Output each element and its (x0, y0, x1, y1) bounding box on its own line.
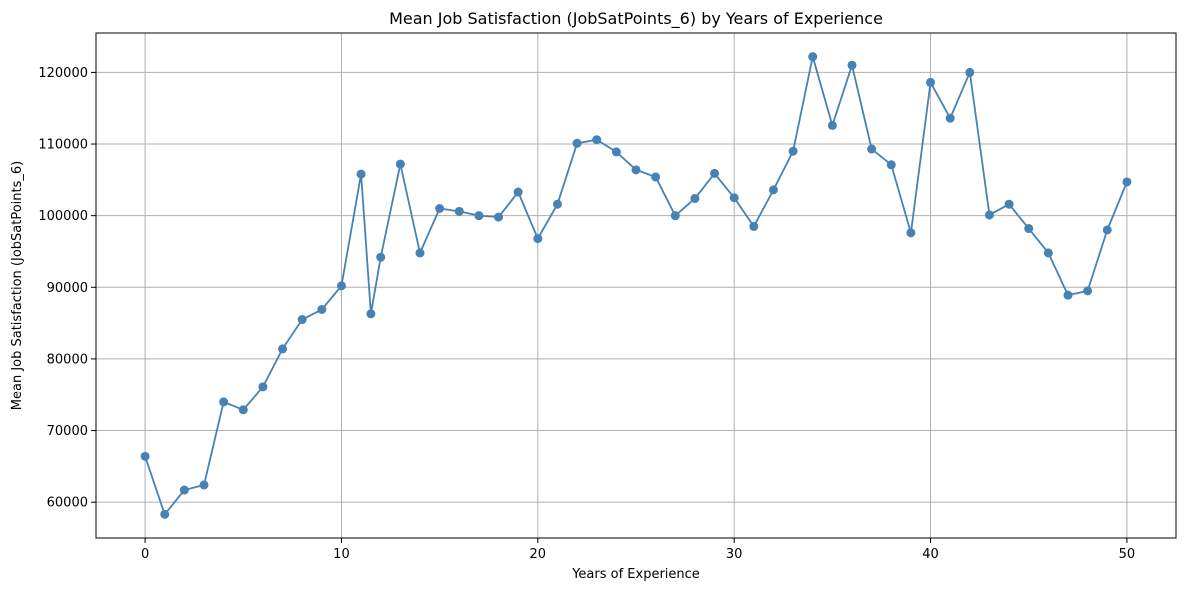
chart-title: Mean Job Satisfaction (JobSatPoints_6) b… (389, 9, 883, 29)
data-point (199, 480, 209, 490)
data-point (926, 77, 936, 87)
data-point (710, 168, 720, 178)
data-point (415, 248, 425, 258)
data-point (867, 144, 877, 154)
data-point (847, 60, 857, 70)
data-point (258, 382, 268, 392)
y-tick-label: 80000 (47, 352, 88, 367)
data-point (1122, 177, 1132, 187)
data-point (454, 206, 464, 216)
data-point (395, 159, 405, 169)
data-point (494, 212, 504, 222)
x-tick-label: 30 (726, 547, 743, 562)
data-point (297, 315, 307, 325)
y-tick-label: 90000 (47, 281, 88, 296)
data-point (768, 185, 778, 195)
data-point (474, 211, 484, 221)
data-point (1063, 290, 1073, 300)
x-tick-label: 0 (141, 547, 149, 562)
y-tick-label: 60000 (47, 496, 88, 511)
data-point (945, 113, 955, 123)
data-point (670, 211, 680, 221)
data-point (552, 199, 562, 209)
data-point (827, 120, 837, 130)
data-point (1043, 248, 1053, 258)
data-point (749, 221, 759, 231)
y-tick-label: 100000 (38, 209, 88, 224)
data-point (317, 304, 327, 314)
data-point (788, 146, 798, 156)
data-point (336, 281, 346, 291)
data-point (366, 309, 376, 319)
data-point (1102, 225, 1112, 235)
data-point (984, 210, 994, 220)
y-tick-label: 110000 (38, 138, 88, 153)
data-point (906, 228, 916, 238)
data-point (219, 397, 229, 407)
x-tick-label: 50 (1119, 547, 1136, 562)
data-point (513, 187, 523, 197)
y-tick-label: 70000 (47, 424, 88, 439)
data-series (140, 52, 1132, 519)
data-point (729, 193, 739, 203)
data-point (572, 138, 582, 148)
data-point (886, 160, 896, 170)
data-point (179, 485, 189, 495)
data-point (631, 165, 641, 175)
data-point (651, 172, 661, 182)
data-point (376, 252, 386, 262)
data-point (160, 509, 170, 519)
plot-frame (95, 32, 1177, 539)
data-point (278, 344, 288, 354)
x-tick-label: 20 (530, 547, 547, 562)
axis-ticks: 0 10 20 30 40 50 60000 70000 80000 90000 100000 110… (38, 66, 1135, 562)
data-point (435, 203, 445, 213)
data-point (533, 234, 543, 244)
series-line (144, 56, 1128, 517)
data-point (238, 405, 248, 415)
data-point (965, 67, 975, 77)
x-axis-label: Years of Experience (571, 567, 700, 582)
x-tick-label: 10 (333, 547, 350, 562)
data-point (690, 193, 700, 203)
data-point (1024, 224, 1034, 234)
data-point (808, 52, 818, 62)
y-axis-label: Mean Job Satisfaction (JobSatPoints_6) (10, 161, 25, 410)
grid-layer (96, 33, 1176, 538)
data-point (356, 169, 366, 179)
data-point (611, 147, 621, 157)
x-tick-label: 40 (922, 547, 939, 562)
y-tick-label: 120000 (38, 66, 88, 81)
data-point (140, 451, 150, 461)
data-point (1004, 199, 1014, 209)
data-point (1083, 286, 1093, 296)
data-point (592, 135, 602, 145)
